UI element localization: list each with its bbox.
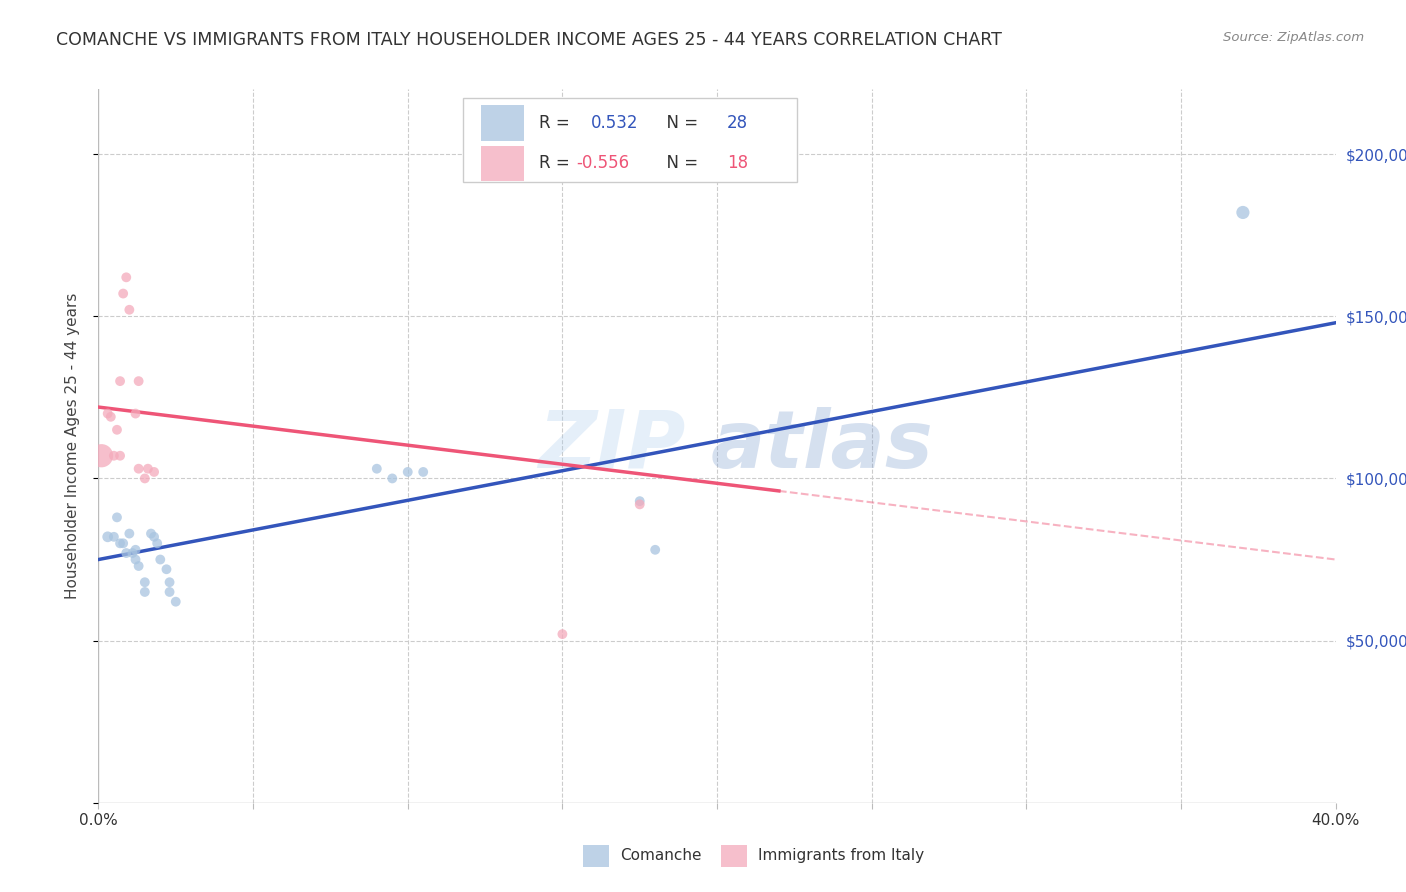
Point	[381, 471, 404, 485]
Point	[146, 536, 169, 550]
Point	[628, 494, 651, 508]
Point	[134, 471, 156, 485]
Text: atlas: atlas	[711, 407, 934, 485]
Text: R =: R =	[538, 114, 575, 132]
Text: ZIP: ZIP	[538, 407, 686, 485]
Point	[115, 546, 138, 560]
Point	[628, 497, 651, 511]
Point	[118, 526, 141, 541]
Point	[1232, 205, 1254, 219]
Point	[396, 465, 419, 479]
Point	[644, 542, 666, 557]
Point	[143, 530, 166, 544]
Point	[134, 575, 156, 590]
Point	[105, 510, 128, 524]
Text: R =: R =	[538, 154, 575, 172]
Point	[134, 585, 156, 599]
Point	[139, 526, 162, 541]
FancyBboxPatch shape	[464, 98, 797, 182]
Point	[124, 542, 146, 557]
Point	[159, 585, 181, 599]
Point	[103, 449, 125, 463]
Text: N =: N =	[657, 114, 704, 132]
Text: Comanche: Comanche	[620, 848, 702, 863]
Point	[115, 270, 138, 285]
Text: Source: ZipAtlas.com: Source: ZipAtlas.com	[1223, 31, 1364, 45]
Text: 18: 18	[727, 154, 748, 172]
Text: -0.556: -0.556	[576, 154, 628, 172]
Point	[105, 423, 128, 437]
Point	[112, 286, 135, 301]
Point	[149, 552, 172, 566]
Point	[108, 536, 131, 550]
Point	[124, 552, 146, 566]
Point	[128, 559, 150, 574]
Point	[366, 461, 388, 475]
Point	[136, 461, 159, 475]
Point	[90, 449, 112, 463]
Y-axis label: Householder Income Ages 25 - 44 years: Householder Income Ages 25 - 44 years	[65, 293, 80, 599]
Point	[108, 449, 131, 463]
Point	[128, 461, 150, 475]
Text: 28: 28	[727, 114, 748, 132]
Text: COMANCHE VS IMMIGRANTS FROM ITALY HOUSEHOLDER INCOME AGES 25 - 44 YEARS CORRELAT: COMANCHE VS IMMIGRANTS FROM ITALY HOUSEH…	[56, 31, 1002, 49]
Point	[100, 409, 122, 424]
Text: 0.532: 0.532	[591, 114, 638, 132]
Point	[159, 575, 181, 590]
Text: Immigrants from Italy: Immigrants from Italy	[758, 848, 924, 863]
Point	[103, 530, 125, 544]
Point	[165, 595, 187, 609]
Text: N =: N =	[657, 154, 704, 172]
Point	[97, 530, 120, 544]
Point	[108, 374, 131, 388]
Bar	[481, 145, 524, 181]
Point	[124, 407, 146, 421]
Point	[551, 627, 574, 641]
Point	[112, 536, 135, 550]
Point	[118, 302, 141, 317]
Point	[143, 465, 166, 479]
Point	[121, 546, 143, 560]
Point	[412, 465, 434, 479]
Bar	[481, 105, 524, 141]
Point	[155, 562, 177, 576]
Point	[97, 407, 120, 421]
Point	[128, 374, 150, 388]
